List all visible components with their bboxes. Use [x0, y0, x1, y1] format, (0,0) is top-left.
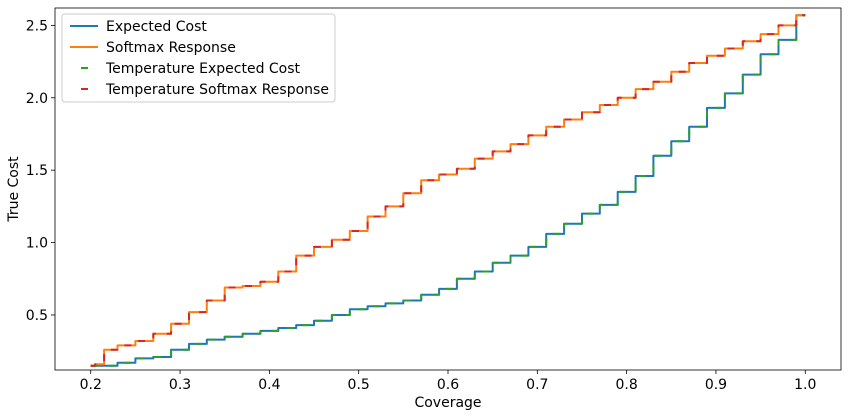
y-tick-label: 1.0	[26, 236, 48, 252]
x-tick-label: 0.3	[169, 377, 191, 393]
legend-box	[61, 13, 336, 103]
legend-label: Temperature Softmax Response	[105, 82, 329, 98]
legend-label: Temperature Expected Cost	[105, 61, 301, 77]
x-axis-label: Coverage	[414, 395, 481, 411]
y-tick-label: 2.5	[26, 18, 48, 34]
series-line-temperature-softmax-response	[90, 14, 806, 367]
x-axis: 0.2 0.3 0.4 0.5 0.6 0.7 0.8 0.9 1.0	[80, 370, 816, 393]
x-tick-label: 0.9	[705, 377, 727, 393]
y-axis-label: True Cost	[6, 156, 22, 223]
x-tick-label: 0.6	[437, 377, 459, 393]
x-tick-label: 0.8	[616, 377, 638, 393]
series-layer	[90, 14, 806, 367]
y-tick-label: 2.0	[26, 91, 48, 107]
x-tick-label: 1.0	[794, 377, 816, 393]
x-tick-label: 0.7	[526, 377, 548, 393]
legend-label: Softmax Response	[106, 40, 236, 56]
y-tick-label: 0.5	[26, 308, 48, 324]
y-axis: 0.5 1.0 1.5 2.0 2.5	[26, 18, 55, 324]
y-tick-label: 1.5	[26, 163, 48, 179]
legend: Expected Cost Softmax Response Temperature…	[61, 13, 336, 103]
x-tick-label: 0.2	[80, 377, 102, 393]
series-line-temperature-expected-cost	[90, 14, 806, 367]
legend-label: Expected Cost	[106, 19, 207, 35]
x-tick-label: 0.4	[258, 377, 280, 393]
x-tick-label: 0.5	[348, 377, 370, 393]
